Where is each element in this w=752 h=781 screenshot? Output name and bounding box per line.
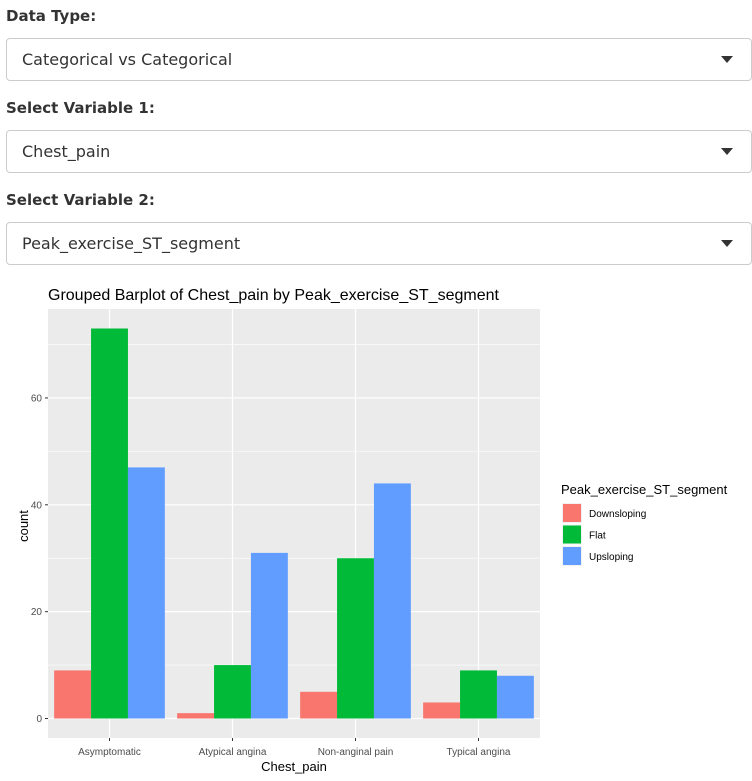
data-type-label: Data Type:	[6, 7, 97, 25]
chevron-down-icon	[721, 240, 733, 247]
bar	[127, 467, 165, 719]
bar	[300, 691, 338, 719]
data-type-field: Data Type: Categorical vs Categorical	[6, 5, 752, 81]
data-type-select[interactable]: Categorical vs Categorical	[6, 38, 752, 81]
x-tick-label: Asymptomatic	[78, 747, 141, 758]
y-axis-label: count	[16, 510, 31, 542]
variable-2-label: Select Variable 2:	[6, 191, 155, 209]
variable-2-select[interactable]: Peak_exercise_ST_segment	[6, 222, 752, 265]
plot-panel: 0 20 40 60 Asymptomatic Atypical angina Non-an…	[31, 309, 540, 758]
y-tick-label: 40	[31, 500, 43, 511]
bar	[423, 702, 461, 719]
legend-key	[563, 547, 581, 565]
bar	[177, 713, 215, 719]
bar	[250, 552, 288, 719]
variable-1-value: Chest_pain	[22, 142, 111, 161]
x-tick-label: Atypical angina	[199, 747, 267, 758]
variable-1-label: Select Variable 1:	[6, 99, 155, 117]
bar	[337, 558, 374, 719]
variable-2-field: Select Variable 2: Peak_exercise_ST_segm…	[6, 189, 752, 265]
y-tick-label: 60	[31, 393, 43, 404]
bar	[54, 670, 92, 719]
variable-2-value: Peak_exercise_ST_segment	[22, 234, 241, 253]
legend: Downsloping Flat Upsloping	[562, 503, 646, 566]
bar	[373, 483, 411, 719]
chart-title: Grouped Barplot of Chest_pain by Peak_ex…	[48, 287, 499, 304]
variable-1-select[interactable]: Chest_pain	[6, 130, 752, 173]
chevron-down-icon	[721, 56, 733, 63]
x-axis-label: Chest_pain	[261, 759, 327, 774]
variable-1-field: Select Variable 1: Chest_pain	[6, 97, 752, 173]
legend-key	[563, 525, 581, 544]
data-type-value: Categorical vs Categorical	[22, 50, 233, 69]
grouped-barplot: Grouped Barplot of Chest_pain by Peak_ex…	[16, 287, 728, 774]
legend-label: Upsloping	[589, 552, 633, 563]
chevron-down-icon	[721, 148, 733, 155]
y-tick-label: 20	[31, 607, 43, 618]
y-tick-label: 0	[36, 714, 42, 725]
legend-label: Downsloping	[589, 509, 646, 520]
legend-title: Peak_exercise_ST_segment	[561, 482, 728, 497]
legend-label: Flat	[589, 531, 606, 542]
x-tick-label: Non-anginal pain	[318, 747, 394, 758]
bar	[91, 328, 128, 719]
x-tick-label: Typical angina	[447, 747, 511, 758]
bar	[496, 675, 534, 719]
bar	[460, 670, 497, 719]
bar	[214, 665, 251, 719]
legend-key	[563, 504, 581, 522]
